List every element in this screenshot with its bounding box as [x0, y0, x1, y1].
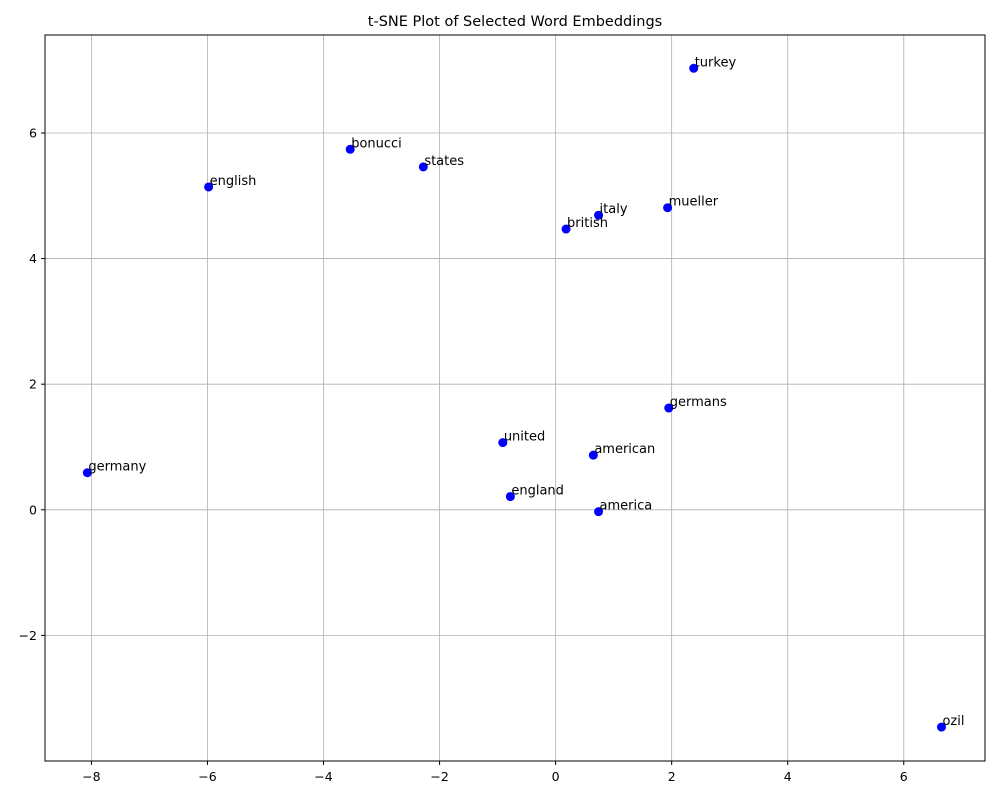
- y-axis: −2 0 2 4 6: [19, 125, 45, 643]
- point-label: bonucci: [351, 136, 402, 151]
- point-label: mueller: [669, 195, 719, 210]
- point-label: american: [594, 442, 655, 457]
- point-label: ozil: [942, 714, 964, 729]
- point-label: turkey: [695, 55, 737, 70]
- data-point: [505, 492, 515, 502]
- data-point: [594, 210, 604, 220]
- data-point: [82, 468, 92, 478]
- x-tick-label: −2: [430, 769, 448, 784]
- point-label: english: [210, 174, 257, 189]
- point-label: italy: [600, 202, 628, 217]
- chart-title: t-SNE Plot of Selected Word Embeddings: [368, 14, 662, 30]
- point-label: germans: [670, 395, 727, 410]
- data-point: [588, 450, 598, 460]
- x-axis: −8 −6 −4 −2 0 2 4 6: [82, 761, 908, 784]
- grid-lines: [45, 35, 985, 761]
- data-point: [418, 162, 428, 172]
- data-points: [82, 63, 946, 732]
- point-label: england: [511, 484, 564, 499]
- y-tick-label: 6: [29, 125, 37, 140]
- y-tick-label: 0: [29, 502, 37, 517]
- data-point: [689, 63, 699, 73]
- y-tick-label: 2: [29, 377, 37, 392]
- data-point: [936, 722, 946, 732]
- x-tick-label: 6: [900, 769, 908, 784]
- data-point: [663, 203, 673, 213]
- data-point: [664, 403, 674, 413]
- x-tick-label: 0: [552, 769, 560, 784]
- x-tick-label: 2: [668, 769, 676, 784]
- data-point: [498, 438, 508, 448]
- point-label: states: [424, 154, 464, 169]
- x-tick-label: −6: [198, 769, 216, 784]
- point-label: united: [504, 430, 545, 445]
- x-tick-label: −8: [82, 769, 100, 784]
- x-tick-label: 4: [784, 769, 792, 784]
- plot-frame: [44, 34, 986, 762]
- point-label: america: [600, 499, 653, 514]
- data-point: [204, 182, 214, 192]
- data-point: [345, 144, 355, 154]
- point-labels: turkey bonucci states english mueller italybr…: [88, 55, 964, 729]
- point-label: germany: [88, 460, 146, 475]
- data-point: [594, 507, 604, 517]
- y-tick-label: 4: [29, 251, 37, 266]
- point-label: british: [567, 216, 608, 231]
- y-tick-label: −2: [19, 628, 37, 643]
- data-point: [561, 224, 571, 234]
- x-tick-label: −4: [314, 769, 332, 784]
